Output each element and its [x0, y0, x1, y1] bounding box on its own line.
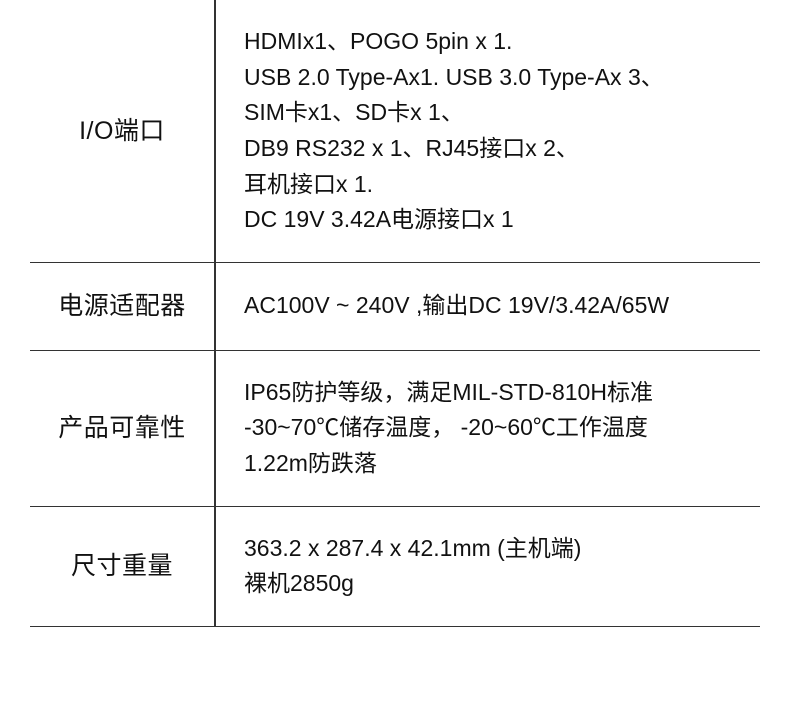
- row-label-dimensions: 尺寸重量: [30, 506, 215, 626]
- spec-line: 1.22m防跌落: [244, 446, 750, 482]
- spec-line: 363.2 x 287.4 x 42.1mm (主机端): [244, 531, 750, 567]
- row-label-reliability: 产品可靠性: [30, 350, 215, 506]
- row-value-reliability: IP65防护等级，满足MIL-STD-810H标准 -30~70℃储存温度， -…: [215, 350, 760, 506]
- spec-line: 裸机2850g: [244, 566, 750, 602]
- row-value-dimensions: 363.2 x 287.4 x 42.1mm (主机端) 裸机2850g: [215, 506, 760, 626]
- spec-table: I/O端口 HDMIx1、POGO 5pin x 1. USB 2.0 Type…: [30, 0, 760, 627]
- row-value-io: HDMIx1、POGO 5pin x 1. USB 2.0 Type-Ax1. …: [215, 0, 760, 262]
- spec-line: AC100V ~ 240V ,输出DC 19V/3.42A/65W: [244, 288, 750, 324]
- table-row: 产品可靠性 IP65防护等级，满足MIL-STD-810H标准 -30~70℃储…: [30, 350, 760, 506]
- table-row: 电源适配器 AC100V ~ 240V ,输出DC 19V/3.42A/65W: [30, 262, 760, 350]
- table-row: 尺寸重量 363.2 x 287.4 x 42.1mm (主机端) 裸机2850…: [30, 506, 760, 626]
- row-label-io: I/O端口: [30, 0, 215, 262]
- spec-line: DB9 RS232 x 1、RJ45接口x 2、: [244, 131, 750, 167]
- spec-line: SIM卡x1、SD卡x 1、: [244, 95, 750, 131]
- spec-line: HDMIx1、POGO 5pin x 1.: [244, 24, 750, 60]
- table-row: I/O端口 HDMIx1、POGO 5pin x 1. USB 2.0 Type…: [30, 0, 760, 262]
- row-value-power: AC100V ~ 240V ,输出DC 19V/3.42A/65W: [215, 262, 760, 350]
- row-label-power: 电源适配器: [30, 262, 215, 350]
- spec-line: DC 19V 3.42A电源接口x 1: [244, 202, 750, 238]
- spec-line: IP65防护等级，满足MIL-STD-810H标准: [244, 375, 750, 411]
- spec-line: -30~70℃储存温度， -20~60℃工作温度: [244, 410, 750, 446]
- spec-line: 耳机接口x 1.: [244, 167, 750, 203]
- spec-line: USB 2.0 Type-Ax1. USB 3.0 Type-Ax 3、: [244, 60, 750, 96]
